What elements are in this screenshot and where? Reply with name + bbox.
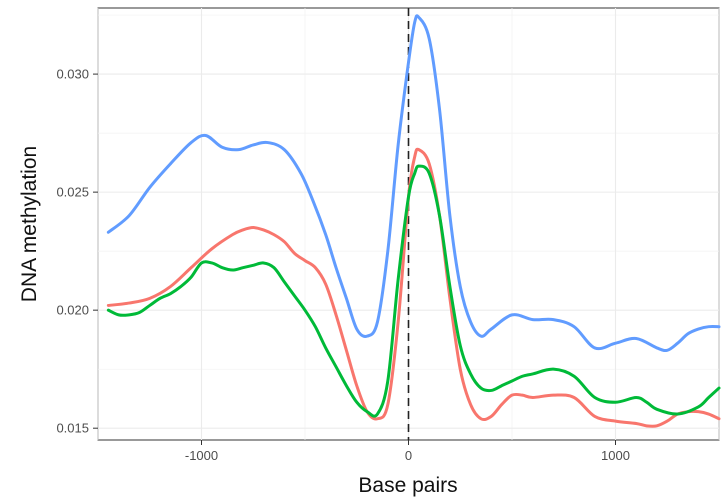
series-lines [106,14,721,428]
series-line-green [106,164,721,418]
y-tick-label: 0.025 [56,185,89,200]
y-tick-label: 0.015 [56,421,89,436]
x-tick-label: 0 [405,448,412,463]
x-axis-title: Base pairs [358,474,457,497]
y-tick-label: 0.020 [56,303,89,318]
y-axis-title: DNA methylation [18,146,41,302]
x-tick-label: 1000 [601,448,630,463]
series-line-red [106,147,721,428]
series-line-blue [106,14,721,353]
x-tick-label: -1000 [185,448,218,463]
axis-ticks: -1000 0 1000 0.015 0.020 0.025 0.030 [56,67,630,463]
y-tick-label: 0.030 [56,67,89,82]
